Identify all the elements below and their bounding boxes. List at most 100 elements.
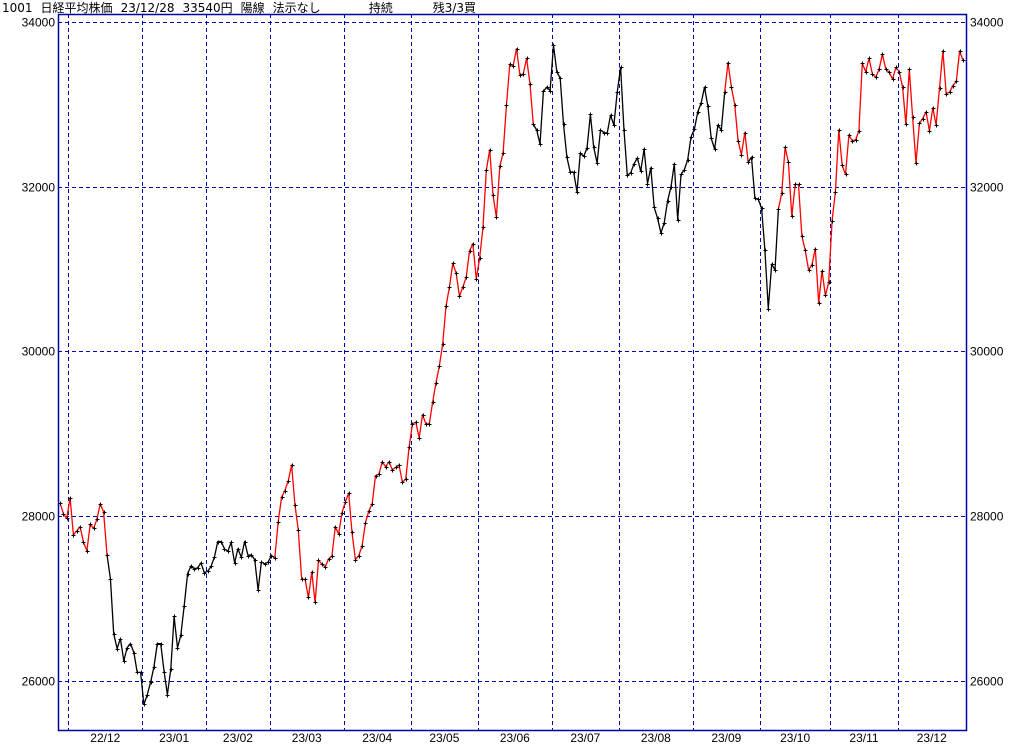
data-point: [142, 702, 147, 707]
data-point: [894, 65, 899, 70]
y-tick-label-right: 30000: [970, 345, 1004, 359]
data-point: [434, 381, 439, 386]
data-point: [568, 170, 573, 175]
data-point: [521, 72, 526, 77]
data-point: [128, 642, 133, 647]
x-tick-label: 23/08: [641, 731, 671, 745]
data-point: [961, 58, 966, 63]
data-point: [504, 103, 509, 108]
data-point: [884, 67, 889, 72]
data-point: [770, 262, 775, 267]
plot-frame: [57, 13, 968, 732]
data-point: [699, 101, 704, 106]
data-point: [421, 413, 426, 418]
data-point: [206, 569, 211, 574]
data-point: [944, 92, 949, 97]
data-point: [85, 549, 90, 554]
data-point: [763, 248, 768, 253]
data-point: [874, 75, 879, 80]
data-point: [753, 196, 758, 201]
data-point: [837, 128, 842, 133]
data-point: [169, 667, 174, 672]
data-point: [656, 216, 661, 221]
data-point: [286, 479, 291, 484]
data-point: [394, 465, 399, 470]
data-point: [350, 530, 355, 535]
data-point: [813, 247, 818, 252]
data-point: [706, 104, 711, 109]
data-point: [112, 632, 117, 637]
data-point: [75, 529, 80, 534]
data-point: [78, 525, 83, 530]
data-point: [212, 555, 217, 560]
data-point: [118, 637, 123, 642]
data-point: [400, 480, 405, 485]
y-tick-label-left: 28000: [22, 510, 56, 524]
data-point: [931, 106, 936, 111]
data-point: [488, 148, 493, 153]
data-point: [259, 560, 264, 565]
data-point: [766, 307, 771, 312]
data-point: [340, 511, 345, 516]
data-point: [471, 242, 476, 247]
chart-header: 1001 日経平均株価 23/12/28 33540円 陽線 法示なし 持続 残3/3買: [2, 0, 484, 16]
data-point: [914, 161, 919, 166]
x-tick-label: 23/10: [780, 731, 810, 745]
data-point: [535, 128, 540, 133]
data-point: [491, 193, 496, 198]
data-point: [639, 169, 644, 174]
data-point: [243, 540, 248, 545]
data-point: [951, 84, 956, 89]
data-point: [102, 510, 107, 515]
trend-status: 持続: [368, 1, 393, 15]
data-point: [830, 219, 835, 224]
data-point: [468, 249, 473, 254]
data-point: [810, 263, 815, 268]
y-tick-label-left: 32000: [22, 181, 56, 195]
data-point: [609, 113, 614, 118]
data-point: [854, 138, 859, 143]
data-point: [746, 160, 751, 165]
data-point: [249, 553, 254, 558]
data-point: [444, 304, 449, 309]
data-point: [407, 445, 412, 450]
data-point: [202, 571, 207, 576]
price-markers: [58, 43, 966, 707]
data-point: [179, 633, 184, 638]
close-price: 33540円: [182, 1, 233, 15]
data-point: [857, 129, 862, 134]
x-tick-label: 23/05: [429, 731, 459, 745]
data-point: [817, 301, 822, 306]
data-point: [669, 185, 674, 190]
data-point: [175, 646, 180, 651]
data-point: [612, 123, 617, 128]
data-point: [515, 47, 520, 52]
data-point: [404, 477, 409, 482]
data-point: [303, 577, 308, 582]
x-tick-label: 23/09: [711, 731, 741, 745]
data-point: [850, 139, 855, 144]
data-point: [921, 117, 926, 122]
data-point: [635, 156, 640, 161]
grid-lines: [58, 14, 966, 730]
data-point: [575, 190, 580, 195]
data-point: [501, 151, 506, 156]
data-point: [222, 547, 227, 552]
data-point: [582, 154, 587, 159]
data-point: [743, 131, 748, 136]
data-point: [108, 577, 113, 582]
data-point: [494, 215, 499, 220]
data-point: [363, 521, 368, 526]
stock-code: 1001: [2, 1, 33, 15]
data-point: [719, 128, 724, 133]
data-point: [498, 164, 503, 169]
data-point: [572, 170, 577, 175]
price-segment-down: [106, 540, 276, 706]
data-point: [310, 570, 315, 575]
x-tick-label: 22/12: [90, 731, 120, 745]
data-point: [81, 540, 86, 545]
data-point: [478, 256, 483, 261]
data-point: [870, 72, 875, 77]
data-point: [551, 43, 556, 48]
data-point: [481, 225, 486, 230]
